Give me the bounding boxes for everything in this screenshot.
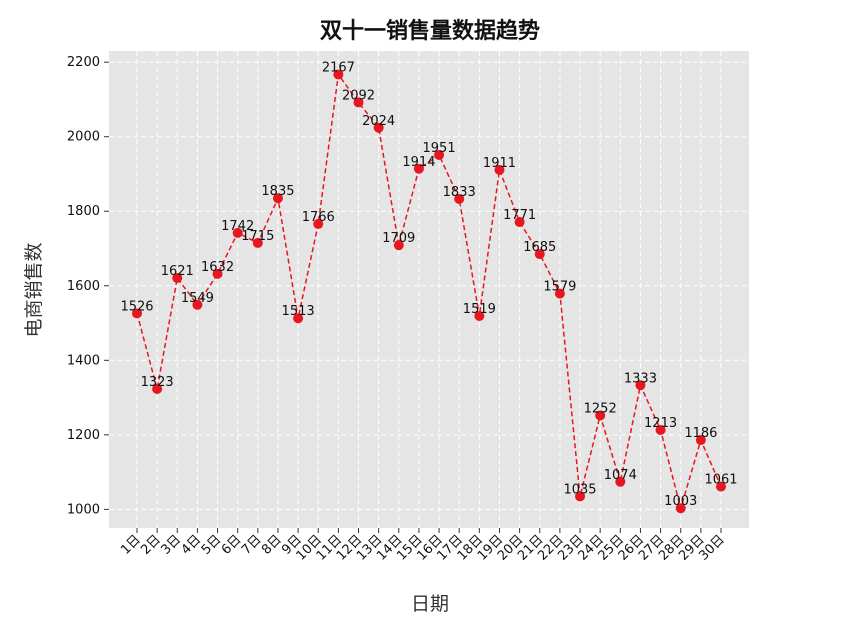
- data-point: [373, 122, 384, 133]
- data-point: [413, 163, 424, 174]
- x-axis-label: 日期: [411, 593, 449, 615]
- data-label: 1323: [141, 375, 174, 390]
- y-tick-label: 1600: [67, 279, 100, 294]
- data-point: [615, 476, 626, 487]
- data-point: [494, 164, 505, 175]
- data-point: [655, 424, 666, 435]
- data-label: 1513: [282, 304, 315, 319]
- data-label: 1685: [523, 240, 556, 255]
- data-point: [212, 268, 223, 279]
- data-label: 1549: [181, 291, 214, 306]
- data-point: [333, 69, 344, 80]
- data-label: 1914: [402, 155, 435, 170]
- data-label: 2024: [362, 114, 395, 129]
- data-point: [454, 193, 465, 204]
- data-label: 1252: [584, 401, 617, 416]
- data-point: [635, 380, 646, 391]
- data-point: [192, 299, 203, 310]
- data-label: 1526: [120, 299, 153, 314]
- series-line: [136, 72, 722, 512]
- data-point: [434, 149, 445, 160]
- y-axis-label: 电商销售数: [23, 242, 45, 337]
- data-point: [272, 193, 283, 204]
- data-point: [313, 218, 324, 229]
- data-label: 2092: [342, 88, 375, 103]
- data-point: [232, 227, 243, 238]
- data-point: [152, 383, 163, 394]
- data-point: [575, 491, 586, 502]
- data-point: [695, 435, 706, 446]
- data-label: 1074: [604, 468, 637, 483]
- data-label: 1621: [161, 264, 194, 279]
- y-tick-label: 2200: [67, 55, 100, 70]
- data-label: 1186: [684, 426, 717, 441]
- y-tick-label: 1800: [67, 204, 100, 219]
- data-point: [172, 272, 183, 283]
- data-label: 1213: [644, 416, 677, 431]
- data-point: [716, 481, 726, 492]
- data-label: 1333: [624, 371, 657, 386]
- data-point: [293, 313, 304, 324]
- y-tick-label: 1000: [67, 502, 100, 517]
- data-point: [554, 288, 565, 299]
- plot-area: 10001200140016001800200022001日2日3日4日5日6日…: [67, 51, 749, 564]
- plot-background: [109, 51, 749, 528]
- data-label: 1835: [261, 184, 294, 199]
- data-point: [474, 310, 485, 321]
- data-label: 1709: [382, 231, 415, 246]
- data-label: 1579: [543, 280, 576, 295]
- data-label: 1519: [463, 302, 496, 317]
- data-point: [353, 97, 364, 108]
- data-point: [393, 240, 404, 251]
- data-label: 1061: [704, 473, 737, 488]
- data-label: 1003: [664, 494, 697, 509]
- data-label: 1742: [221, 219, 254, 234]
- data-label: 1833: [443, 185, 476, 200]
- data-point: [514, 217, 525, 228]
- data-label: 1951: [423, 141, 456, 156]
- data-label: 1771: [503, 208, 536, 223]
- data-label: 1911: [483, 156, 516, 171]
- data-point: [534, 249, 545, 260]
- y-tick-label: 1200: [67, 428, 100, 443]
- chart-title: 双十一销售量数据趋势: [320, 18, 540, 44]
- data-label: 1632: [201, 260, 234, 275]
- data-label: 2167: [322, 60, 355, 75]
- data-point: [675, 503, 686, 514]
- data-point: [595, 410, 606, 421]
- y-tick-label: 1400: [67, 353, 100, 368]
- data-label: 1035: [563, 482, 596, 497]
- data-point: [132, 308, 142, 319]
- data-point: [252, 237, 263, 248]
- data-label: 1766: [302, 210, 335, 225]
- y-tick-label: 2000: [67, 130, 100, 145]
- data-label: 1715: [241, 229, 274, 244]
